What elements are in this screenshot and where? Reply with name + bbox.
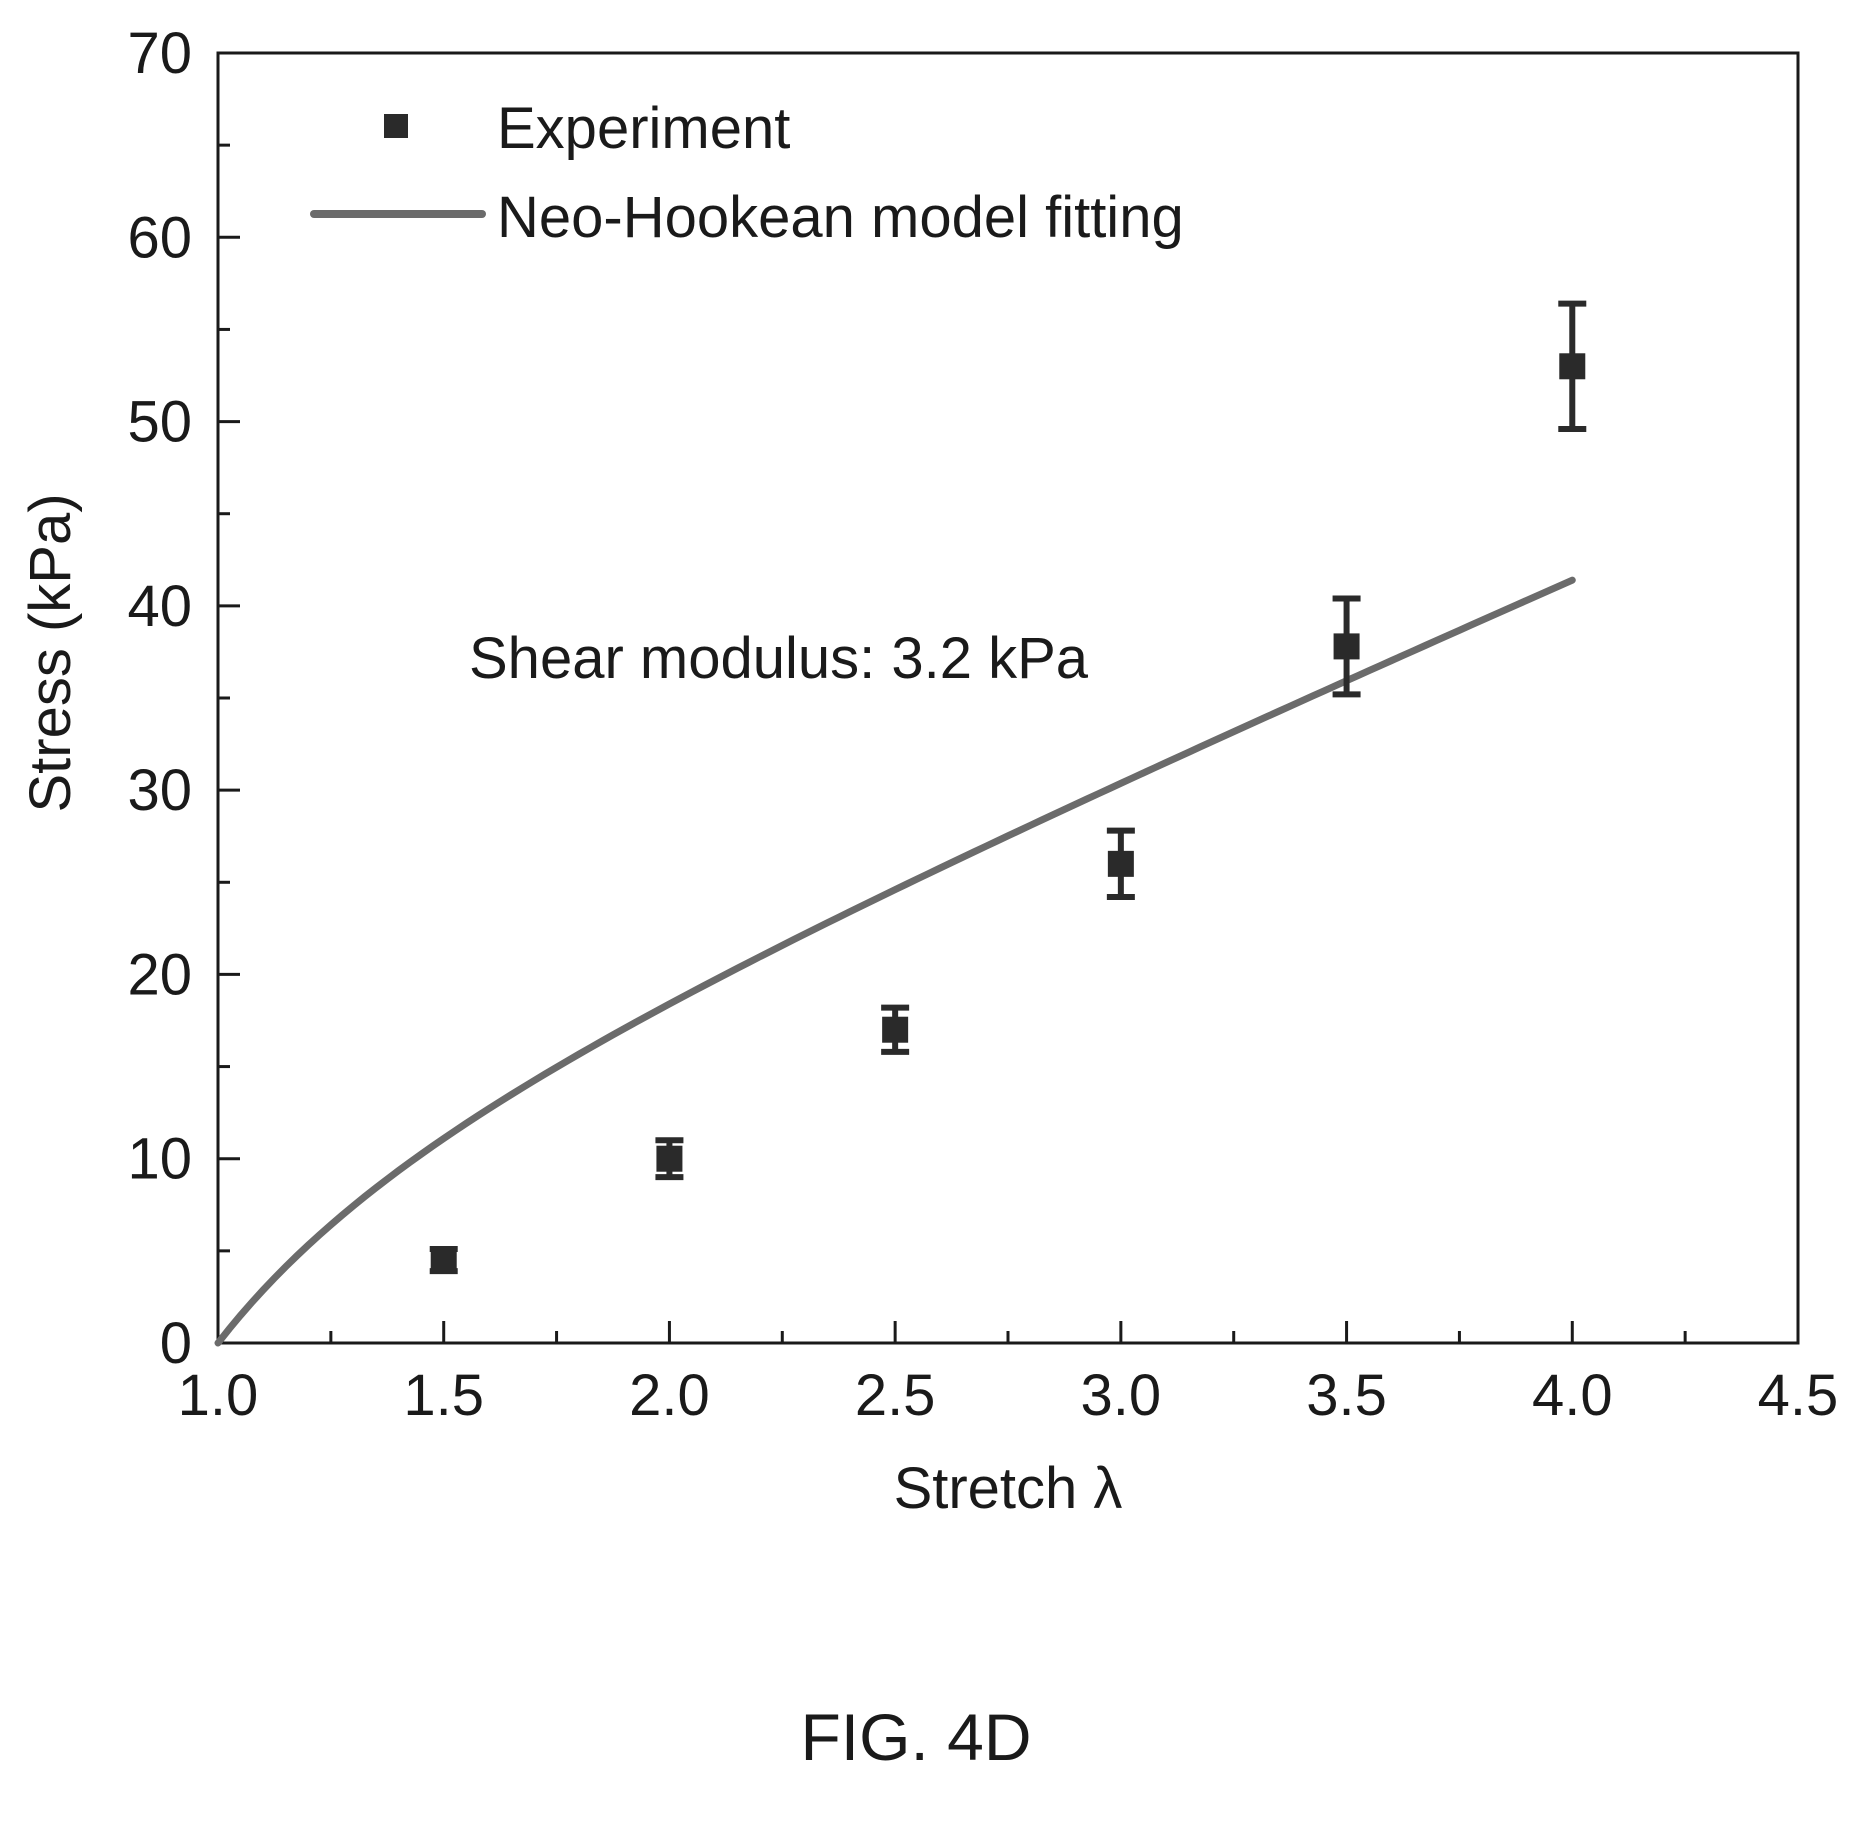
x-tick-label: 1.0 xyxy=(178,1363,259,1428)
experiment-point xyxy=(430,1247,457,1274)
axis-ticks xyxy=(216,51,1800,1345)
y-tick-label: 10 xyxy=(127,1127,192,1192)
experiment-points-group xyxy=(429,300,1587,1275)
shear-modulus-annotation: Shear modulus: 3.2 kPa xyxy=(469,626,1089,691)
x-tick-labels: 1.0 1.5 2.0 2.5 3.0 3.5 4.0 4.5 xyxy=(178,1363,1839,1428)
x-axis-label: Stretch λ xyxy=(894,1456,1123,1521)
experiment-point xyxy=(882,1016,909,1043)
x-tick-label: 4.5 xyxy=(1758,1363,1839,1428)
y-tick-label: 30 xyxy=(127,758,192,823)
legend: Experiment Neo-Hookean model fitting xyxy=(310,96,1184,250)
y-tick-label: 50 xyxy=(127,390,192,455)
x-tick-label: 3.5 xyxy=(1306,1363,1387,1428)
y-tick-label: 70 xyxy=(127,21,192,86)
y-tick-label: 20 xyxy=(127,942,192,1007)
x-tick-label: 1.5 xyxy=(403,1363,484,1428)
experiment-point xyxy=(1107,850,1134,877)
y-tick-label: 60 xyxy=(127,205,192,270)
x-tick-label: 2.5 xyxy=(855,1363,936,1428)
y-axis-label: Stress (kPa) xyxy=(18,493,83,812)
legend-marker-experiment xyxy=(384,114,408,138)
y-tick-labels: 0 10 20 30 40 50 60 70 xyxy=(127,21,192,1376)
y-tick-label: 40 xyxy=(127,574,192,639)
experiment-point xyxy=(1333,633,1360,660)
fit-curve-group xyxy=(214,576,1576,1347)
legend-label-fit: Neo-Hookean model fitting xyxy=(497,185,1184,250)
legend-label-experiment: Experiment xyxy=(497,96,790,161)
experiment-point xyxy=(1559,353,1586,380)
fit-curve xyxy=(214,576,1576,1347)
experiment-point xyxy=(656,1145,683,1172)
x-tick-label: 2.0 xyxy=(629,1363,710,1428)
x-tick-label: 3.0 xyxy=(1081,1363,1162,1428)
figure-caption: FIG. 4D xyxy=(800,1700,1031,1774)
x-tick-label: 4.0 xyxy=(1532,1363,1613,1428)
y-tick-label: 0 xyxy=(160,1311,192,1376)
